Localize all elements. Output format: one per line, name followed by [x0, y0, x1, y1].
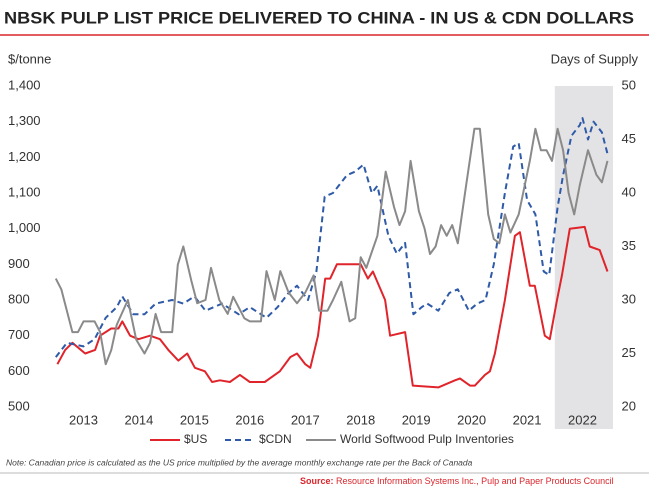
x-tick-label: 2016: [235, 412, 264, 427]
y-tick-label: 700: [8, 327, 30, 342]
series-line: [55, 117, 609, 358]
y-tick-label: 1,400: [8, 77, 41, 92]
y-tick-label: 1,300: [8, 113, 41, 128]
source: Source: Resource Information Systems Inc…: [300, 476, 614, 486]
legend-label: $US: [184, 432, 207, 446]
x-tick-label: 2022: [568, 412, 597, 427]
highlight-band: [554, 86, 613, 429]
y-tick-label: 1,000: [8, 220, 41, 235]
x-tick-label: 2021: [513, 412, 542, 427]
y-tick-label: 500: [8, 398, 30, 413]
x-tick-label: 2015: [180, 412, 209, 427]
x-tick-label: 2013: [69, 412, 98, 427]
y2-tick-label: 35: [622, 238, 636, 253]
y-tick-label: 1,200: [8, 149, 41, 164]
y-tick-label: 1,100: [8, 184, 41, 199]
note: Note: Canadian price is calculated as th…: [6, 457, 473, 467]
x-tick-label: 2018: [346, 412, 375, 427]
x-tick-label: 2020: [457, 412, 486, 427]
x-tick-label: 2014: [124, 412, 153, 427]
y2-tick-label: 50: [622, 77, 636, 92]
y-axis-label: $/tonne: [8, 51, 51, 66]
x-tick-label: 2019: [402, 412, 431, 427]
y2-tick-label: 40: [622, 184, 636, 199]
source-text: Resource Information Systems Inc., Pulp …: [336, 476, 614, 486]
y-tick-label: 800: [8, 291, 30, 306]
y2-axis-label: Days of Supply: [551, 51, 639, 66]
x-tick-label: 2017: [291, 412, 320, 427]
series-line: [56, 225, 609, 389]
chart-title: NBSK PULP LIST PRICE DELIVERED TO CHINA …: [4, 8, 634, 27]
legend-label: $CDN: [259, 432, 292, 446]
y2-tick-label: 25: [622, 345, 636, 360]
legend-label: World Softwood Pulp Inventories: [340, 432, 514, 446]
y2-tick-label: 45: [622, 131, 636, 146]
source-label: Source:: [300, 476, 334, 486]
y-tick-label: 900: [8, 256, 30, 271]
plot-area: 500 600 700 800 900 1,000 1,100 1,200 1,300 1,400…: [8, 77, 636, 446]
y2-tick-label: 30: [622, 291, 636, 306]
y-tick-label: 600: [8, 363, 30, 378]
series-line: [54, 127, 609, 366]
y2-tick-label: 20: [622, 398, 636, 413]
